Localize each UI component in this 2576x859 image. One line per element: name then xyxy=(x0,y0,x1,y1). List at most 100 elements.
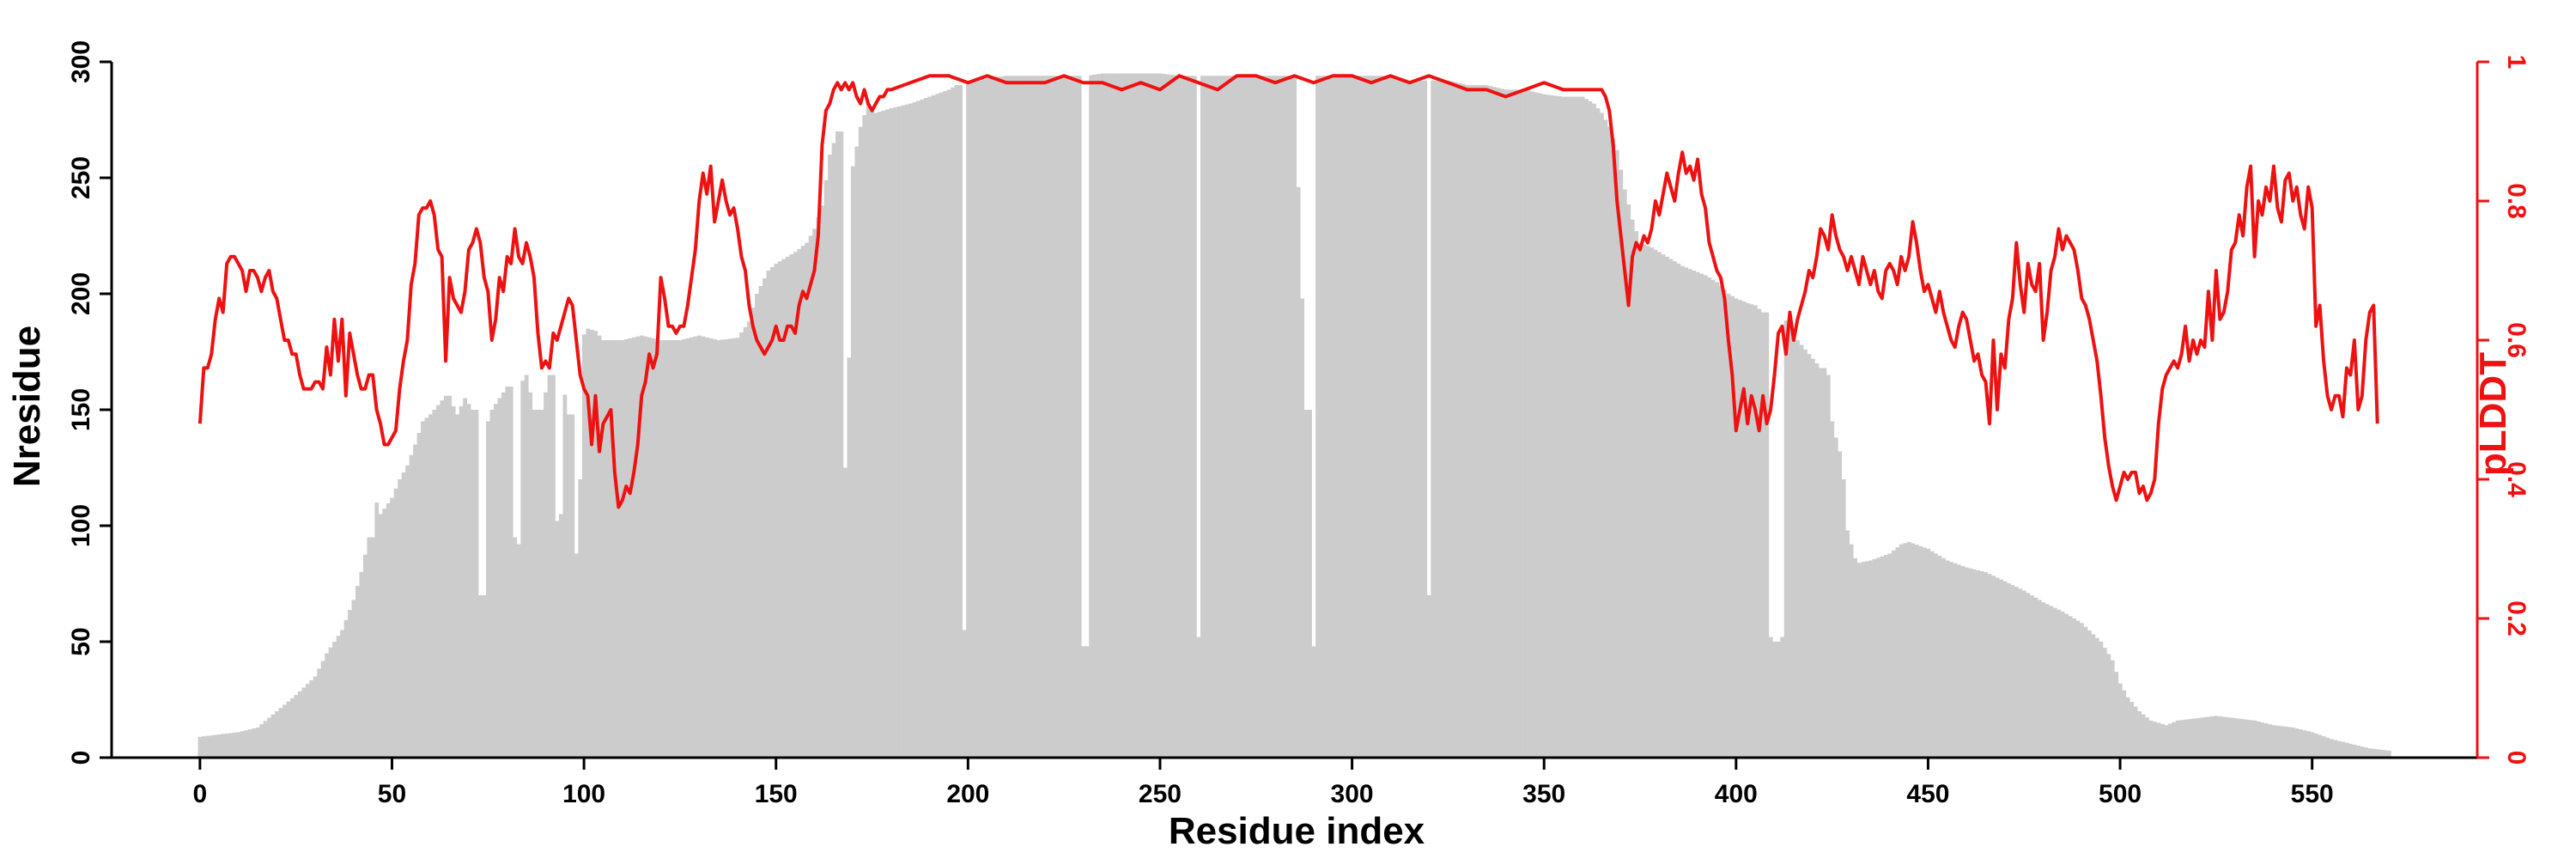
bar-residue-18 xyxy=(267,717,271,758)
bar-residue-286 xyxy=(1296,186,1301,758)
y-axis-left: 0 50 100 150 200 250 300 xyxy=(67,40,113,765)
bar-residue-225 xyxy=(1061,76,1066,758)
bar-residue-403 xyxy=(1746,302,1750,758)
bar-residue-494 xyxy=(2095,637,2099,758)
bar-residue-44 xyxy=(367,537,372,758)
bar-residue-154 xyxy=(789,254,794,758)
bar-residue-123 xyxy=(670,340,675,758)
bar-residue-26 xyxy=(297,691,302,758)
bar-residue-555 xyxy=(2329,739,2334,758)
bar-residue-318 xyxy=(1419,80,1424,758)
bar-residue-304 xyxy=(1365,76,1370,758)
bar-residue-179 xyxy=(885,109,890,758)
bar-residue-321 xyxy=(1431,80,1436,758)
bar-residue-263 xyxy=(1207,76,1212,758)
bar-residue-124 xyxy=(674,340,678,758)
bar-residue-461 xyxy=(1968,568,1973,758)
bar-residue-397 xyxy=(1722,289,1727,758)
bar-residue-544 xyxy=(2287,727,2292,758)
bar-residue-132 xyxy=(704,337,709,758)
bar-residue-534 xyxy=(2248,720,2253,758)
bar-residue-509 xyxy=(2153,722,2157,758)
bar-residue-193 xyxy=(939,92,944,758)
bar-residue-493 xyxy=(2091,634,2096,758)
bar-residue-316 xyxy=(1411,80,1416,758)
x-tick-label-150: 150 xyxy=(755,780,798,808)
bar-residue-543 xyxy=(2283,726,2287,758)
bar-residue-496 xyxy=(2102,648,2107,758)
bar-residue-569 xyxy=(2383,750,2388,758)
bar-residue-324 xyxy=(1442,80,1447,758)
bar-residue-108 xyxy=(612,340,617,758)
bar-residue-205 xyxy=(985,77,990,758)
bar-residue-165 xyxy=(831,143,836,758)
bar-residue-109 xyxy=(617,340,621,758)
bar-residue-213 xyxy=(1016,76,1021,758)
bar-residue-424 xyxy=(1826,375,1831,758)
bar-residue-366 xyxy=(1603,119,1608,758)
y-tick-label-50: 50 xyxy=(67,627,95,655)
bar-residue-526 xyxy=(2218,716,2222,758)
bar-residue-353 xyxy=(1553,95,1558,758)
bar-residue-333 xyxy=(1476,85,1481,758)
bar-residue-214 xyxy=(1019,76,1024,758)
bar-residue-387 xyxy=(1684,267,1689,758)
bar-residue-489 xyxy=(2075,620,2081,758)
bar-residue-96 xyxy=(566,414,571,758)
bar-residue-168 xyxy=(842,467,848,758)
bar-residue-117 xyxy=(647,337,652,758)
bar-residue-423 xyxy=(1822,368,1827,758)
bar-residue-445 xyxy=(1906,541,1911,758)
bar-residue-77 xyxy=(494,404,498,758)
bar-residue-259 xyxy=(1192,76,1197,758)
x-axis: 0 50 100 150 200 250 300 350 400 450 500 550 xyxy=(112,756,2477,808)
bar-residue-276 xyxy=(1258,76,1262,758)
bar-residue-30 xyxy=(313,676,318,758)
bar-residue-221 xyxy=(1047,76,1051,758)
bar-residue-329 xyxy=(1461,83,1466,758)
bar-residue-176 xyxy=(873,113,878,758)
bar-residue-256 xyxy=(1181,76,1186,758)
bar-residue-260 xyxy=(1196,637,1201,758)
bar-residue-234 xyxy=(1097,74,1101,758)
bar-residue-217 xyxy=(1031,76,1036,758)
bar-residue-343 xyxy=(1515,89,1520,758)
bar-residue-311 xyxy=(1392,76,1397,758)
bar-residue-258 xyxy=(1188,76,1194,758)
bar-residue-57 xyxy=(416,433,422,758)
bar-residue-233 xyxy=(1092,74,1097,758)
bar-residue-134 xyxy=(712,338,717,758)
bar-residue-180 xyxy=(889,108,894,758)
bar-residue-222 xyxy=(1050,76,1055,758)
bar-residue-43 xyxy=(362,554,368,758)
bar-residue-454 xyxy=(1941,557,1946,758)
bar-residue-396 xyxy=(1718,286,1723,758)
bar-residue-507 xyxy=(2145,717,2149,758)
bar-residue-11 xyxy=(240,731,245,758)
bar-residue-107 xyxy=(609,340,613,758)
bar-residue-4 xyxy=(213,734,218,758)
bar-residue-506 xyxy=(2141,714,2146,758)
bar-residue-69 xyxy=(463,398,467,758)
bar-residue-295 xyxy=(1330,76,1335,758)
bar-residue-158 xyxy=(805,242,810,758)
y2-axis-title: pLDDT xyxy=(2472,352,2514,476)
bar-residue-516 xyxy=(2179,720,2184,758)
bar-residue-394 xyxy=(1710,279,1716,758)
bar-residue-498 xyxy=(2110,660,2115,758)
x-tick-label-250: 250 xyxy=(1139,780,1182,808)
bar-residue-218 xyxy=(1035,76,1040,758)
bar-residue-181 xyxy=(893,107,897,758)
bar-residue-145 xyxy=(755,294,759,758)
bar-residue-371 xyxy=(1622,189,1627,758)
bar-residue-410 xyxy=(1772,642,1777,758)
bar-residue-231 xyxy=(1084,646,1090,758)
bar-residue-545 xyxy=(2291,727,2295,758)
bar-residue-551 xyxy=(2313,733,2318,758)
bar-residue-95 xyxy=(562,394,568,758)
bar-residue-298 xyxy=(1342,76,1347,758)
bar-residue-443 xyxy=(1899,544,1904,758)
bar-residue-83 xyxy=(516,544,521,758)
bar-residue-235 xyxy=(1100,73,1105,758)
bar-residue-554 xyxy=(2325,737,2330,758)
